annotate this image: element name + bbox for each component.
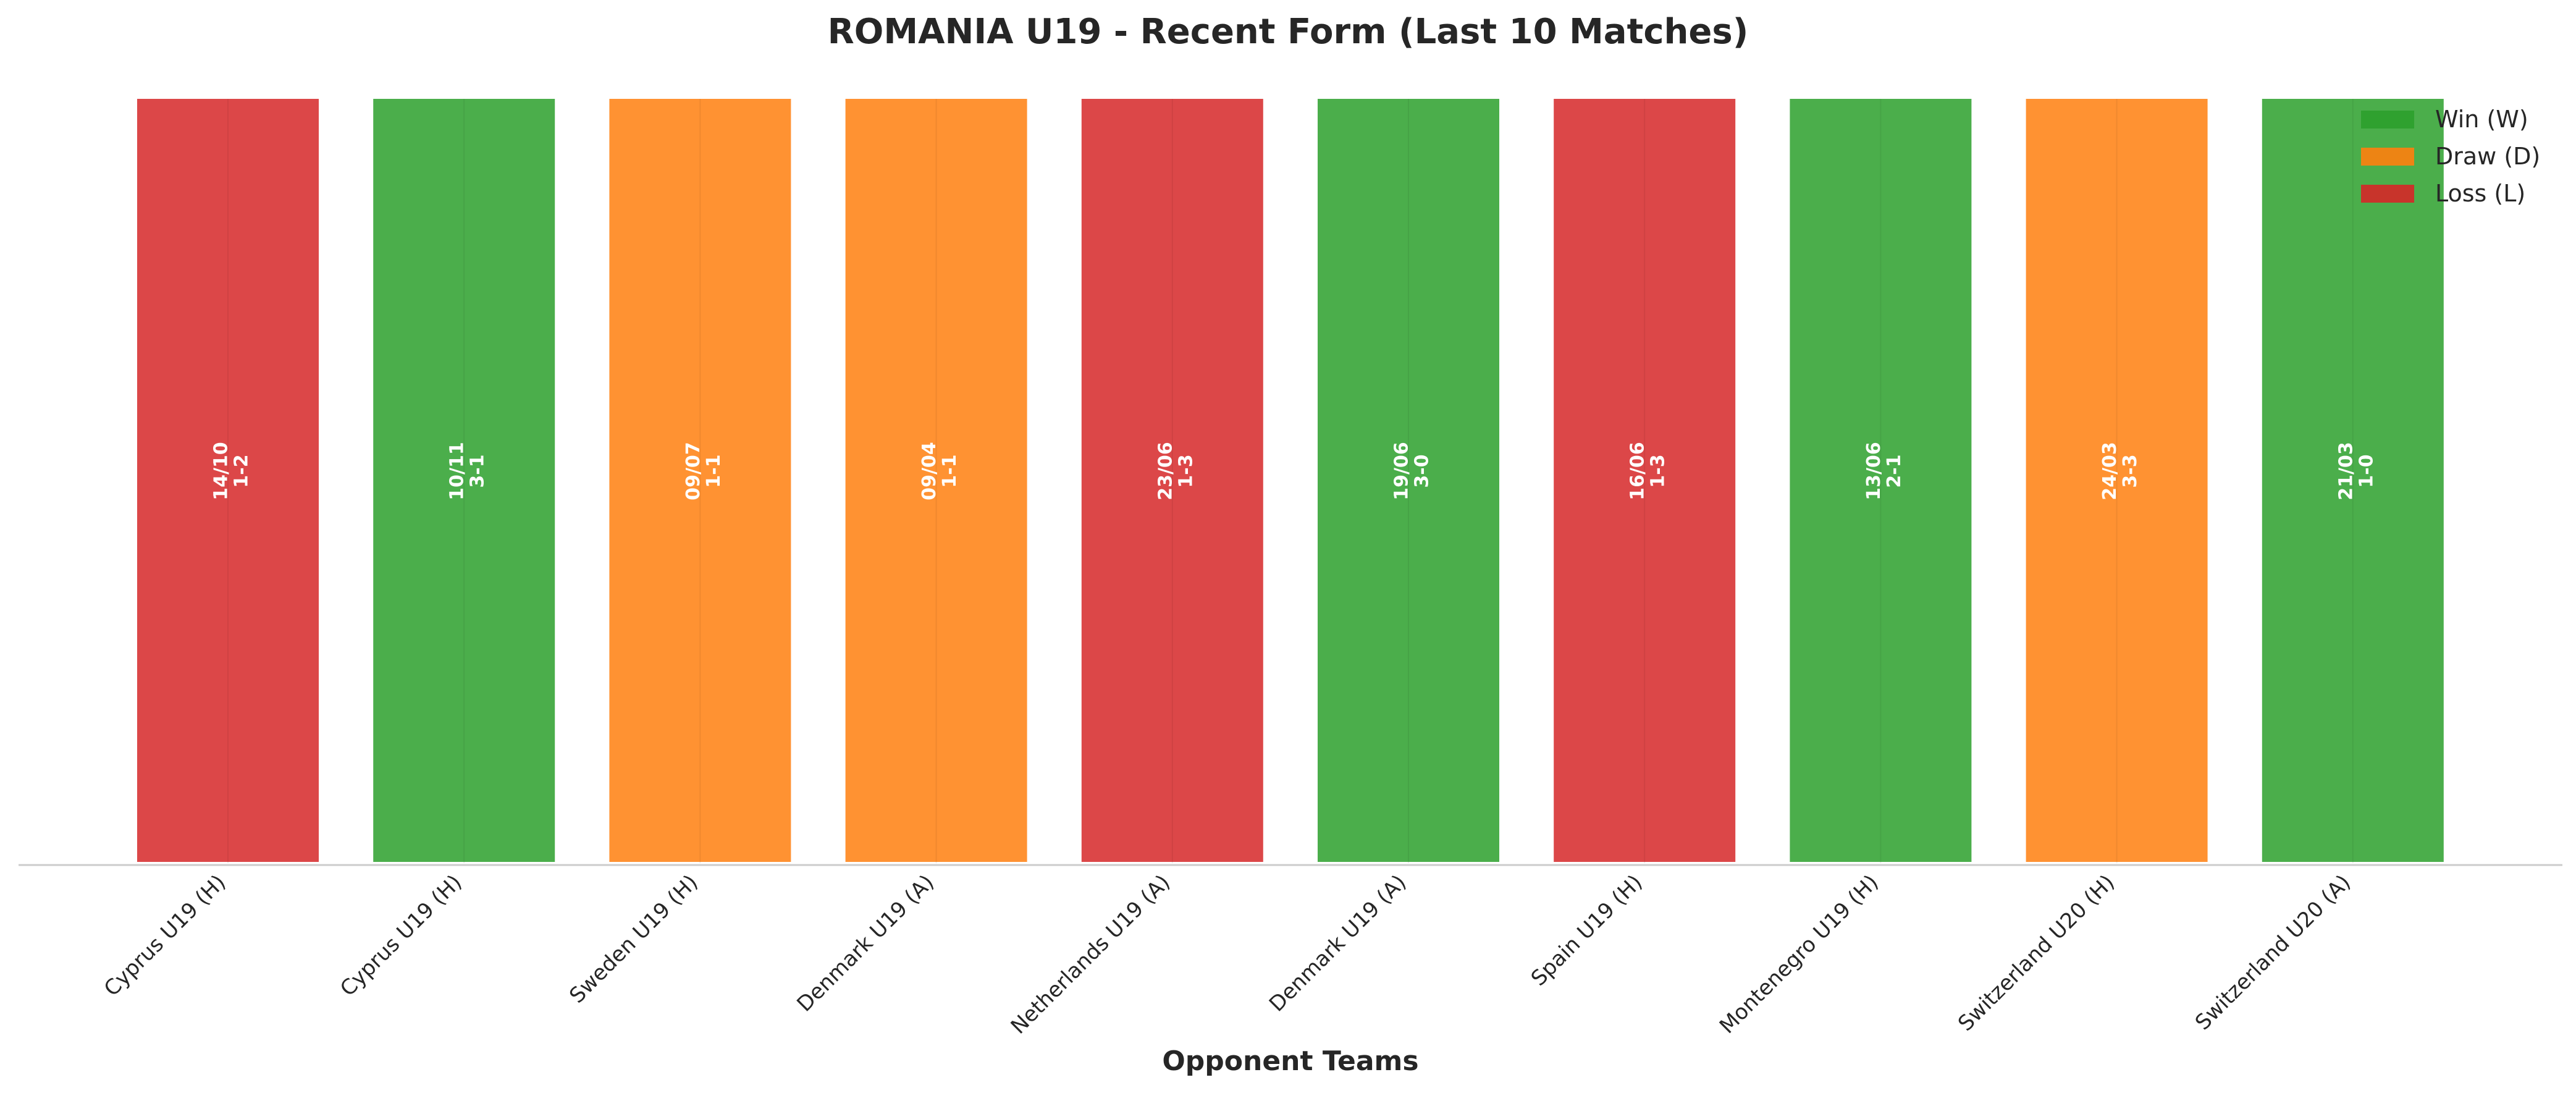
x-tick-labels: Cyprus U19 (H) Cyprus U19 (H) Sweden U19 (… bbox=[99, 870, 2355, 1039]
bars-group: 14/101-2 10/113-1 09/071-1 09/041-1 23/061-3… bbox=[135, 96, 2446, 864]
x-tick-label: Montenegro U19 (H) bbox=[1715, 870, 1884, 1039]
x-tick-label: Denmark U19 (A) bbox=[1265, 870, 1411, 1016]
bar-data-label: 23/061-3 bbox=[1155, 442, 1197, 500]
bar-data-label: 21/031-0 bbox=[2335, 442, 2377, 500]
x-tick-label: Spain U19 (H) bbox=[1526, 870, 1648, 991]
bar-3 bbox=[607, 96, 794, 864]
legend: Win (W) Draw (D) Loss (L) bbox=[2361, 106, 2540, 207]
bar-data-label: 16/061-3 bbox=[1627, 442, 1669, 500]
bar-data-label: 13/062-1 bbox=[1863, 442, 1905, 500]
x-axis-label: Opponent Teams bbox=[1162, 1045, 1418, 1077]
x-tick-label: Cyprus U19 (H) bbox=[99, 870, 231, 1002]
x-tick-label: Netherlands U19 (A) bbox=[1006, 870, 1176, 1039]
x-tick-label: Denmark U19 (A) bbox=[792, 870, 938, 1016]
chart-title: ROMANIA U19 - Recent Form (Last 10 Match… bbox=[828, 12, 1749, 52]
bar-4 bbox=[843, 96, 1030, 864]
legend-swatch-d bbox=[2361, 148, 2414, 166]
x-tick-label: Cyprus U19 (H) bbox=[335, 870, 467, 1002]
legend-label-l: Loss (L) bbox=[2435, 180, 2525, 207]
bar-data-label: 09/071-1 bbox=[683, 442, 725, 500]
legend-swatch-l bbox=[2361, 185, 2414, 203]
x-tick-label: Switzerland U20 (A) bbox=[2191, 870, 2355, 1035]
legend-swatch-w bbox=[2361, 111, 2414, 129]
bar-6 bbox=[1315, 96, 1502, 864]
bar-data-label: 24/033-3 bbox=[2099, 442, 2141, 500]
bar-data-label: 14/101-2 bbox=[211, 442, 253, 500]
bar-8 bbox=[1787, 96, 1974, 864]
bar-data-label: 09/041-1 bbox=[919, 442, 961, 500]
bar-9 bbox=[2023, 96, 2210, 864]
bar-data-label: 10/113-1 bbox=[447, 442, 489, 500]
bar-10 bbox=[2259, 96, 2446, 864]
legend-label-d: Draw (D) bbox=[2435, 143, 2540, 170]
x-tick-label: Switzerland U20 (H) bbox=[1953, 870, 2119, 1036]
bar-5 bbox=[1079, 96, 1266, 864]
bar-7 bbox=[1551, 96, 1738, 864]
bar-2 bbox=[371, 96, 558, 864]
bar-data-label: 19/063-0 bbox=[1391, 442, 1433, 500]
x-tick-label: Sweden U19 (H) bbox=[565, 870, 703, 1008]
bar-1 bbox=[135, 96, 321, 864]
legend-label-w: Win (W) bbox=[2435, 106, 2528, 133]
